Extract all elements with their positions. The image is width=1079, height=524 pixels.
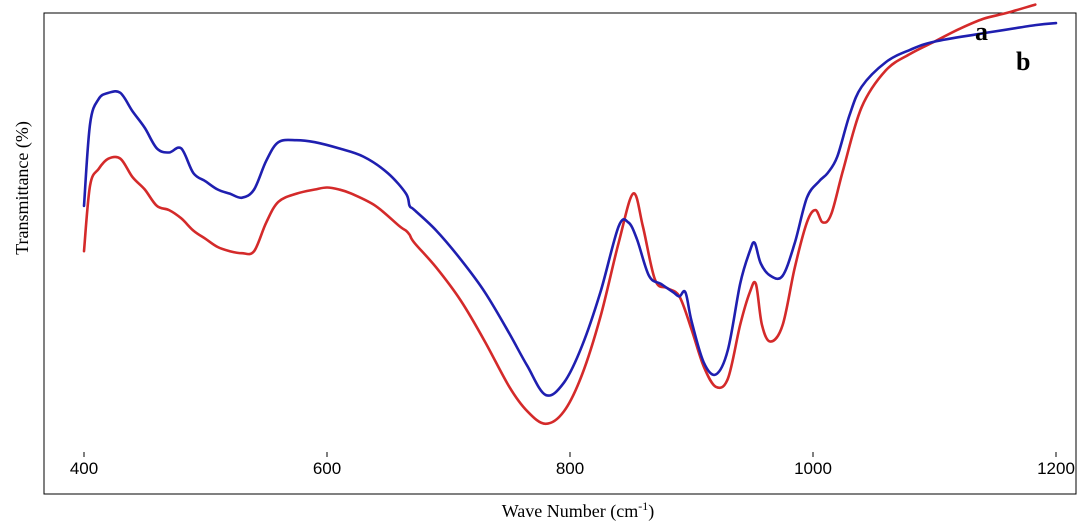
y-axis-title: Transmittance (%) (12, 121, 33, 255)
series-layer (82, 3, 1058, 426)
x-tick-label: 400 (70, 459, 98, 478)
x-axis-title-sup: -1 (638, 499, 648, 513)
x-tick-label: 1000 (794, 459, 832, 478)
plot-frame (43, 12, 1077, 495)
x-axis-title-close: ) (648, 501, 654, 522)
x-axis: 400 600 800 1000 1200 (70, 452, 1075, 478)
series-label-b: b (1016, 47, 1030, 76)
x-tick-label: 1200 (1037, 459, 1075, 478)
x-tick-label: 800 (556, 459, 584, 478)
x-tick-label: 600 (313, 459, 341, 478)
x-axis-title: Wave Number (cm-1) (502, 499, 655, 522)
x-axis-title-main: Wave Number (cm (502, 501, 639, 522)
series-label-a: a (975, 17, 988, 46)
series-line-a (82, 3, 1037, 426)
series-line-b (82, 21, 1058, 397)
